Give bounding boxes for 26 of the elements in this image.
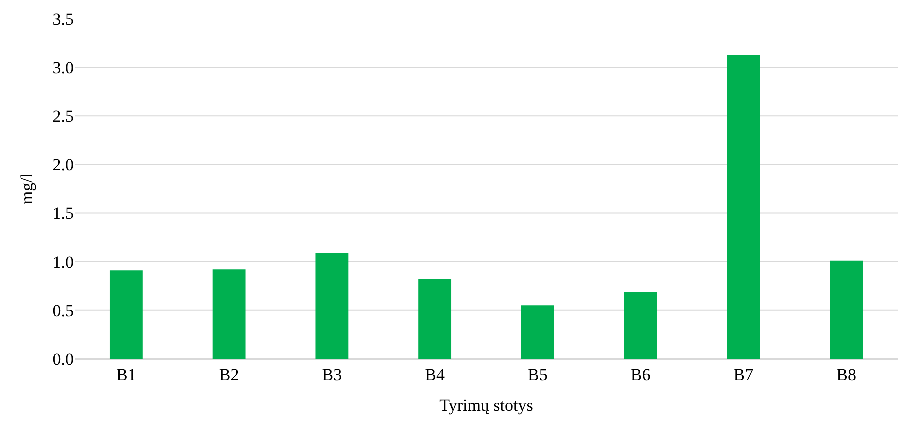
x-tick-label: B2 xyxy=(219,365,240,384)
y-tick-label: 2.5 xyxy=(52,107,74,126)
y-tick-label: 1.5 xyxy=(52,204,74,224)
bar xyxy=(521,306,554,359)
x-tick-label: B3 xyxy=(322,365,342,384)
y-tick-label: 0.0 xyxy=(52,350,74,369)
x-tick-label: B8 xyxy=(836,365,856,384)
bar xyxy=(727,54,760,359)
x-tick-label: B4 xyxy=(425,365,446,384)
y-tick-label: 3.5 xyxy=(52,10,74,29)
bar xyxy=(212,270,246,359)
x-tick-label: B6 xyxy=(630,365,651,384)
y-tick-label: 0.5 xyxy=(52,301,74,320)
bar xyxy=(624,292,658,359)
bar xyxy=(418,279,452,359)
y-tick-label: 2.0 xyxy=(52,156,74,175)
x-tick-label: B5 xyxy=(528,365,548,384)
bar xyxy=(830,260,864,359)
y-tick-label: 1.0 xyxy=(52,252,74,272)
y-axis-title: mg/l xyxy=(17,173,36,205)
y-tick-label: 3.0 xyxy=(52,58,74,78)
x-tick-label: B7 xyxy=(734,365,754,384)
bar xyxy=(110,270,143,359)
x-tick-label: B1 xyxy=(116,365,136,384)
x-axis-title: Tyrimų stotys xyxy=(440,396,534,415)
bar xyxy=(316,253,349,359)
